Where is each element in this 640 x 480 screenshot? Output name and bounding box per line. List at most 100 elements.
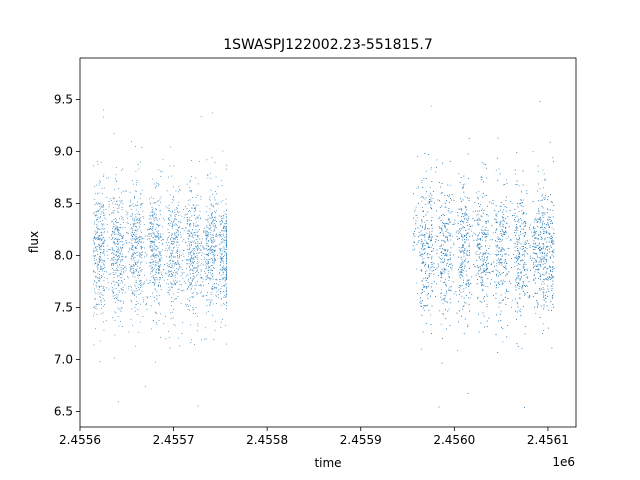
data-point — [424, 310, 425, 312]
data-point — [119, 241, 121, 243]
data-point — [436, 159, 438, 161]
data-point — [164, 219, 165, 221]
data-point — [207, 265, 209, 267]
data-point — [138, 288, 140, 290]
data-point — [159, 286, 161, 287]
data-point — [93, 240, 94, 242]
data-point — [551, 276, 553, 278]
data-point — [114, 178, 116, 180]
data-point — [425, 271, 426, 273]
data-point — [500, 205, 502, 207]
data-point — [167, 239, 168, 241]
data-point — [208, 270, 210, 271]
data-point — [172, 317, 174, 319]
data-point — [175, 284, 177, 285]
data-point — [495, 334, 497, 335]
data-point — [482, 279, 484, 281]
data-point — [475, 210, 476, 212]
data-point — [120, 234, 121, 236]
data-point — [449, 220, 451, 222]
data-point — [138, 236, 140, 238]
data-point — [195, 239, 197, 241]
data-point — [98, 289, 100, 291]
data-point — [207, 245, 209, 247]
data-point — [162, 233, 164, 235]
data-point — [158, 251, 160, 252]
data-point — [133, 254, 134, 256]
data-point — [160, 236, 162, 238]
data-point — [174, 224, 176, 226]
data-point — [222, 233, 224, 235]
data-point — [536, 300, 538, 301]
data-point — [523, 284, 525, 286]
data-point — [210, 302, 212, 304]
data-point — [197, 241, 199, 243]
data-point — [131, 205, 133, 207]
data-point — [166, 255, 167, 257]
data-point — [101, 224, 103, 226]
data-point — [212, 212, 214, 213]
data-point — [542, 333, 543, 334]
data-point — [159, 198, 161, 200]
data-point — [181, 333, 183, 334]
data-point — [193, 276, 195, 277]
data-point — [141, 203, 142, 205]
data-point — [516, 242, 518, 244]
data-point — [111, 246, 113, 248]
data-point — [95, 213, 97, 215]
data-point — [210, 230, 212, 232]
data-point — [419, 255, 421, 257]
data-point — [484, 229, 486, 231]
data-point — [118, 259, 120, 260]
data-point — [134, 197, 135, 198]
data-point — [136, 213, 138, 215]
data-point — [95, 305, 97, 307]
data-point — [158, 242, 160, 244]
data-point — [535, 282, 536, 284]
data-point — [168, 219, 170, 221]
data-point — [117, 244, 119, 246]
data-point — [151, 215, 153, 216]
data-point — [487, 256, 489, 258]
data-point — [196, 239, 198, 240]
data-point — [103, 223, 105, 225]
data-point — [526, 190, 528, 191]
data-point — [485, 245, 486, 247]
data-point — [197, 323, 199, 325]
data-point — [93, 238, 95, 240]
data-point — [212, 285, 213, 287]
data-point — [220, 216, 222, 218]
data-point — [118, 249, 120, 251]
data-point — [175, 271, 177, 273]
data-point — [144, 274, 145, 276]
data-point — [152, 214, 153, 216]
data-point — [94, 193, 96, 194]
data-point — [134, 294, 135, 296]
data-point — [113, 291, 115, 293]
data-point — [428, 276, 430, 278]
data-point — [97, 273, 99, 275]
data-point — [190, 283, 192, 285]
data-point — [164, 264, 165, 266]
data-point — [422, 287, 424, 288]
data-point — [130, 299, 132, 301]
data-point — [123, 289, 124, 291]
data-point — [225, 254, 227, 256]
data-point — [210, 203, 212, 205]
data-point — [190, 282, 192, 284]
data-point — [139, 223, 141, 225]
data-point — [215, 320, 216, 322]
data-point — [208, 266, 210, 268]
data-point — [135, 237, 137, 239]
data-point — [203, 231, 205, 232]
data-point — [179, 251, 181, 253]
data-point — [189, 260, 191, 262]
data-point — [97, 265, 99, 266]
data-point — [189, 199, 191, 201]
data-point — [158, 267, 160, 269]
data-point — [523, 270, 525, 271]
data-point — [192, 204, 194, 206]
data-point — [96, 184, 97, 186]
data-point — [189, 241, 191, 243]
data-point — [508, 236, 510, 238]
